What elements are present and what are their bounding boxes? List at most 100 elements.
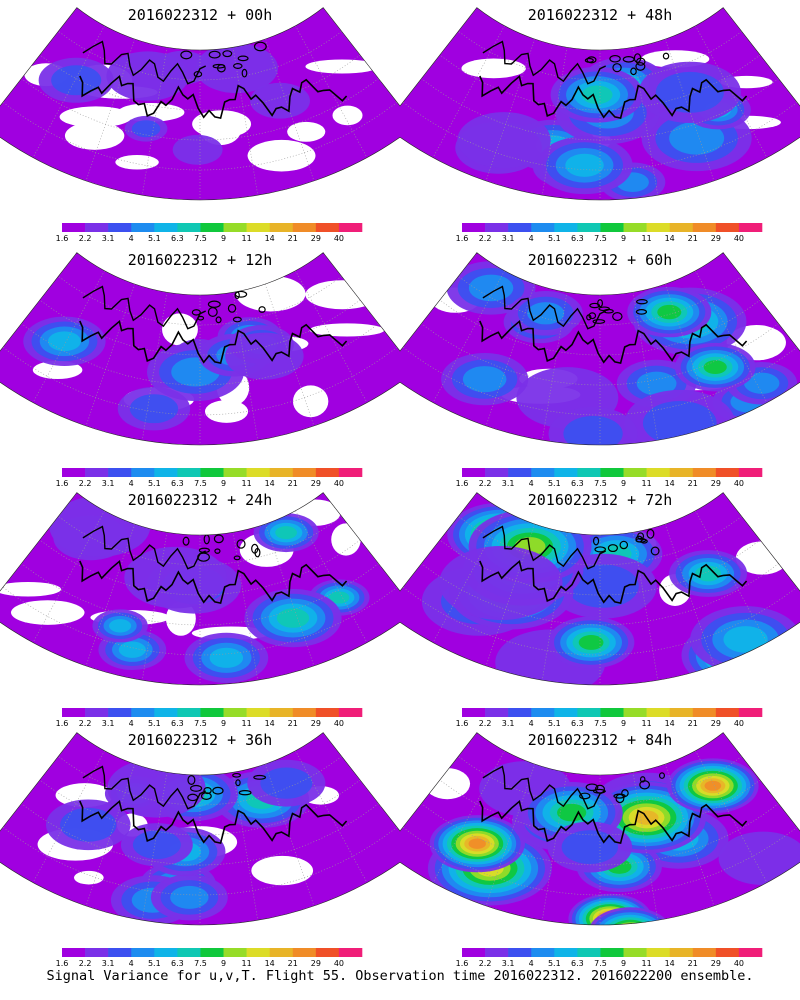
colorbar-tick-label: 29 xyxy=(311,234,321,243)
colorbar-tick-label: 14 xyxy=(665,719,675,728)
colorbar-tick-label: 21 xyxy=(688,234,698,243)
map-plot xyxy=(400,492,800,686)
map-plot xyxy=(400,252,800,446)
colorbar-tick-label: 9 xyxy=(221,719,226,728)
panel-title: 2016022312 + 00h xyxy=(127,6,273,24)
colorbar-tick-label: 4 xyxy=(129,479,134,488)
colorbar-tick-label: 4 xyxy=(529,234,534,243)
panel-72h: 2016022312 + 72h 1.6 2.2 3.1 4 5.1 6.3 7.5 9 11 1… xyxy=(400,485,800,730)
colorbar-tick-label: 21 xyxy=(288,234,298,243)
colorbar-swatch xyxy=(200,223,224,232)
colorbar-tick-label: 7.5 xyxy=(594,234,607,243)
colorbar-swatch xyxy=(223,948,247,957)
colorbar-tick-label: 4 xyxy=(529,719,534,728)
colorbar-tick-label: 9 xyxy=(221,234,226,243)
colorbar-swatch xyxy=(200,948,224,957)
colorbar-swatch xyxy=(315,223,340,232)
panel-title: 2016022312 + 24h xyxy=(127,491,273,509)
colorbar: 1.6 2.2 3.1 4 5.1 6.3 7.5 9 11 14 21 29 40 xyxy=(456,223,763,243)
colorbar-tick-label: 2.2 xyxy=(79,719,92,728)
colorbar-tick-label: 7.5 xyxy=(194,234,207,243)
colorbar-swatch xyxy=(554,708,578,717)
colorbar-swatch xyxy=(200,708,224,717)
panel-00h: 2016022312 + 00h 1.6 2.2 3.1 4 5.1 6.3 7.5 9 11 1… xyxy=(0,0,400,245)
panel-title: 2016022312 + 48h xyxy=(527,6,673,24)
colorbar-tick-label: 4 xyxy=(129,719,134,728)
colorbar-tick-label: 40 xyxy=(734,479,744,488)
colorbar-tick-label: 1.6 xyxy=(56,959,69,968)
colorbar-swatch xyxy=(338,468,363,477)
colorbar-tick-label: 7.5 xyxy=(594,719,607,728)
colorbar-swatch xyxy=(485,708,509,717)
colorbar-swatch xyxy=(85,468,109,477)
panel-title: 2016022312 + 12h xyxy=(127,251,273,269)
colorbar-tick-label: 7.5 xyxy=(194,719,207,728)
colorbar-tick-label: 6.3 xyxy=(571,719,584,728)
colorbar-tick-label: 4 xyxy=(529,479,534,488)
colorbar-tick-label: 1.6 xyxy=(56,479,69,488)
colorbar-swatch xyxy=(62,708,86,717)
colorbar-tick-label: 4 xyxy=(129,234,134,243)
colorbar-tick-label: 14 xyxy=(665,479,675,488)
colorbar-tick-label: 2.2 xyxy=(79,479,92,488)
colorbar-swatch xyxy=(315,708,340,717)
colorbar-tick-label: 2.2 xyxy=(479,479,492,488)
colorbar-swatch xyxy=(62,223,86,232)
colorbar-tick-label: 7.5 xyxy=(594,959,607,968)
map-plot xyxy=(400,7,800,201)
colorbar-swatch xyxy=(715,223,740,232)
colorbar-tick-label: 7.5 xyxy=(594,479,607,488)
colorbar-swatch xyxy=(554,948,578,957)
colorbar-swatch xyxy=(669,708,694,717)
colorbar-tick-label: 5.1 xyxy=(548,719,561,728)
colorbar-tick-label: 5.1 xyxy=(148,959,161,968)
colorbar-tick-label: 6.3 xyxy=(171,234,184,243)
colorbar-swatch xyxy=(715,948,740,957)
colorbar-swatch xyxy=(508,948,532,957)
colorbar-swatch xyxy=(108,223,132,232)
colorbar-tick-label: 29 xyxy=(311,479,321,488)
colorbar-tick-label: 3.1 xyxy=(102,234,115,243)
colorbar-swatch xyxy=(600,708,624,717)
colorbar-swatch xyxy=(154,223,178,232)
colorbar-swatch xyxy=(462,223,486,232)
colorbar-tick-label: 3.1 xyxy=(502,719,515,728)
colorbar-tick-label: 14 xyxy=(265,719,275,728)
colorbar-swatch xyxy=(154,948,178,957)
map-plot xyxy=(0,252,400,446)
colorbar-swatch xyxy=(338,223,363,232)
colorbar-swatch xyxy=(692,708,717,717)
colorbar-swatch xyxy=(108,708,132,717)
panel-title: 2016022312 + 36h xyxy=(127,731,273,749)
colorbar-tick-label: 1.6 xyxy=(456,719,469,728)
colorbar-tick-label: 14 xyxy=(665,959,675,968)
colorbar-tick-label: 21 xyxy=(688,479,698,488)
colorbar-swatch xyxy=(738,948,763,957)
colorbar-swatch xyxy=(485,223,509,232)
colorbar-tick-label: 11 xyxy=(242,479,252,488)
colorbar-tick-label: 3.1 xyxy=(502,479,515,488)
colorbar-swatch xyxy=(200,468,224,477)
colorbar-tick-label: 5.1 xyxy=(548,959,561,968)
colorbar-swatch xyxy=(177,708,201,717)
colorbar-swatch xyxy=(131,468,155,477)
map-plot xyxy=(0,732,400,926)
colorbar-swatch xyxy=(315,948,340,957)
colorbar-tick-label: 11 xyxy=(642,959,652,968)
colorbar-swatch xyxy=(462,468,486,477)
panel-84h: 2016022312 + 84h 1.6 2.2 3.1 4 5.1 6.3 7.5 9 11 1… xyxy=(400,725,800,970)
panel-24h: 2016022312 + 24h 1.6 2.2 3.1 4 5.1 6.3 7.5 9 11 1… xyxy=(0,485,400,730)
colorbar-tick-label: 3.1 xyxy=(502,959,515,968)
colorbar-tick-label: 11 xyxy=(242,959,252,968)
colorbar-swatch xyxy=(738,223,763,232)
map-plot xyxy=(0,492,400,686)
colorbar-swatch xyxy=(269,223,294,232)
colorbar-tick-label: 4 xyxy=(529,959,534,968)
colorbar-swatch xyxy=(62,948,86,957)
colorbar-swatch xyxy=(177,468,201,477)
colorbar-tick-label: 11 xyxy=(242,719,252,728)
colorbar-tick-label: 1.6 xyxy=(456,479,469,488)
colorbar-tick-label: 29 xyxy=(311,719,321,728)
colorbar-tick-label: 5.1 xyxy=(148,479,161,488)
colorbar-swatch xyxy=(269,948,294,957)
